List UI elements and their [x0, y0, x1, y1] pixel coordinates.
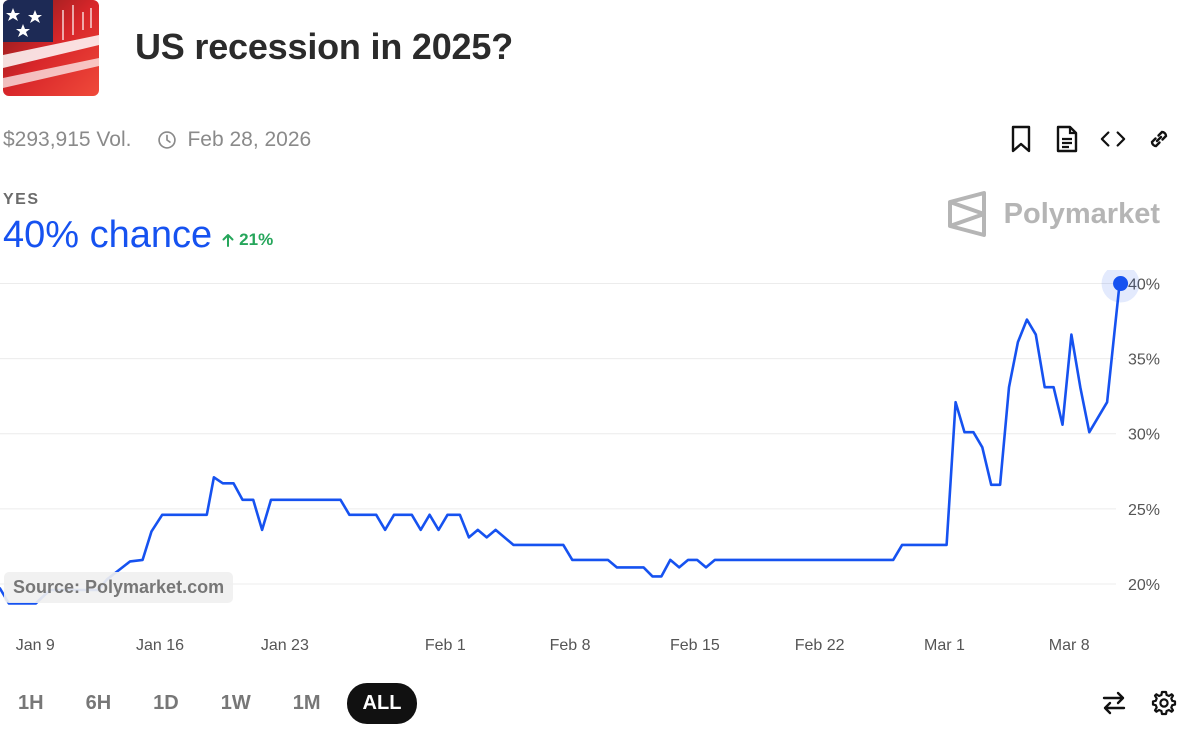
x-tick-label: Jan 23	[261, 637, 309, 654]
x-tick-label: Feb 1	[425, 637, 466, 654]
link-icon	[1150, 130, 1168, 148]
bookmark-icon	[1011, 125, 1031, 153]
swap-icon	[1102, 691, 1126, 715]
swap-outcome-button[interactable]	[1100, 688, 1128, 718]
x-tick-label: Feb 15	[670, 637, 720, 654]
current-point	[1113, 276, 1129, 292]
source-badge: Source: Polymarket.com	[4, 572, 234, 603]
clock-icon	[158, 131, 177, 149]
document-icon	[1056, 125, 1078, 153]
volume-text: $293,915 Vol.	[3, 128, 132, 151]
range-1h[interactable]: 1H	[18, 692, 44, 714]
x-tick-label: Mar 8	[1049, 637, 1090, 654]
chart-settings-button[interactable]	[1150, 688, 1178, 718]
x-tick-label: Feb 22	[795, 637, 845, 654]
market-title: US recession in 2025?	[135, 26, 513, 67]
y-tick-label: 20%	[1128, 577, 1160, 594]
series-line	[0, 282, 1121, 605]
change-badge: 21%	[222, 230, 273, 250]
x-axis-labels: Jan 9 Jan 16 Jan 23 Feb 1 Feb 8 Feb 15 Feb 22 M…	[16, 637, 1090, 654]
us-flag-image	[3, 0, 99, 96]
market-meta: $293,915 Vol. Feb 28, 2026	[3, 128, 311, 152]
outcome-label: YES	[3, 191, 40, 208]
current-value-marker	[1101, 270, 1140, 303]
range-1w[interactable]: 1W	[220, 692, 251, 714]
bookmark-button[interactable]	[1008, 124, 1034, 154]
end-date-text: Feb 28, 2026	[187, 128, 312, 151]
y-axis-labels: 20% 25% 30% 35% 40%	[1128, 277, 1160, 594]
brand-name: Polymarket	[1003, 197, 1160, 230]
polymarket-logo-icon	[947, 191, 986, 237]
range-all[interactable]: ALL	[346, 683, 418, 724]
x-tick-label: Feb 8	[550, 637, 591, 654]
y-tick-label: 35%	[1128, 352, 1160, 369]
range-1m[interactable]: 1M	[292, 692, 321, 714]
x-tick-label: Jan 9	[16, 637, 55, 654]
settings-icon	[1151, 690, 1177, 716]
y-tick-label: 30%	[1128, 427, 1160, 444]
market-thumbnail	[3, 0, 99, 96]
polymarket-brand: Polymarket	[946, 190, 1160, 238]
rules-button[interactable]	[1054, 124, 1080, 154]
range-1d[interactable]: 1D	[153, 692, 179, 714]
change-value: 21%	[239, 230, 274, 249]
market-toolbar	[1008, 124, 1172, 154]
x-tick-label: Mar 1	[924, 637, 965, 654]
range-6h[interactable]: 6H	[85, 692, 112, 714]
copy-link-button[interactable]	[1146, 124, 1172, 154]
code-icon	[1100, 131, 1126, 147]
x-tick-label: Jan 16	[136, 637, 184, 654]
arrow-up-icon	[222, 234, 234, 247]
chart-tools	[1100, 688, 1178, 718]
price-chart[interactable]: 20% 25% 30% 35% 40% Jan 9 Jan 16 Jan 23 Feb 1 Fe…	[0, 270, 1198, 665]
chart-lines	[0, 282, 1121, 605]
y-tick-label: 25%	[1128, 502, 1160, 519]
chance-display: 40% chance 21%	[3, 214, 273, 257]
chart-grid	[0, 283, 1116, 585]
y-tick-label: 40%	[1128, 277, 1160, 294]
time-range-selector: 1H 6H 1D 1W 1M ALL	[2, 683, 427, 724]
chance-value: 40% chance	[3, 214, 213, 256]
embed-button[interactable]	[1100, 124, 1126, 154]
